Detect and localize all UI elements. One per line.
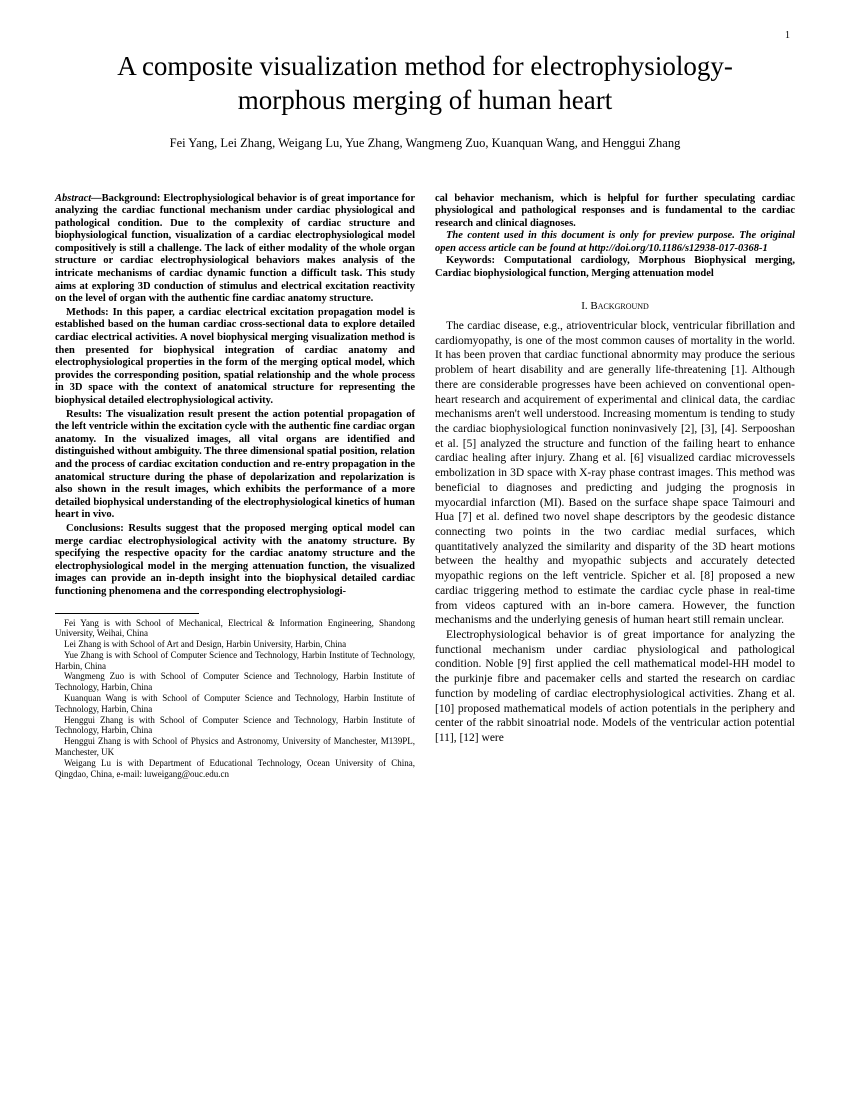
abstract-methods-label: Methods:: [66, 307, 113, 318]
footnote-8: Weigang Lu is with Department of Educati…: [55, 758, 415, 780]
abstract-conclusions: Conclusions: Results suggest that the pr…: [55, 523, 415, 599]
footnote-4: Wangmeng Zuo is with School of Computer …: [55, 671, 415, 693]
section-1-heading: I. Background: [435, 299, 795, 313]
authors-line: Fei Yang, Lei Zhang, Weigang Lu, Yue Zha…: [55, 136, 795, 151]
abstract-methods-text: In this paper, a cardiac electrical exci…: [55, 307, 415, 406]
footnote-5: Kuanquan Wang is with School of Computer…: [55, 693, 415, 715]
keywords: Keywords: Computational cardiology, Morp…: [435, 255, 795, 280]
footnote-2: Lei Zhang is with School of Art and Desi…: [55, 639, 415, 650]
two-column-layout: Abstract—Background: Electrophysiologica…: [55, 193, 795, 780]
footnote-divider: [55, 613, 199, 614]
abstract-results-label: Results:: [66, 409, 106, 420]
page-number: 1: [785, 30, 790, 41]
paper-title: A composite visualization method for ele…: [55, 50, 795, 118]
abstract-label: Abstract—: [55, 193, 102, 204]
preview-note: The content used in this document is onl…: [435, 230, 795, 255]
abstract-conclusions-cont: cal behavior mechanism, which is helpful…: [435, 193, 795, 231]
footnote-3: Yue Zhang is with School of Computer Sci…: [55, 650, 415, 672]
abstract-background: Abstract—Background: Electrophysiologica…: [55, 193, 415, 306]
section-1-para-1: The cardiac disease, e.g., atrioventricu…: [435, 319, 795, 628]
footnote-7: Henggui Zhang is with School of Physics …: [55, 736, 415, 758]
section-1-para-2: Electrophysiological behavior is of grea…: [435, 628, 795, 746]
abstract-conclusions-label: Conclusions:: [66, 523, 128, 534]
abstract-conclusions-text: Results suggest that the proposed mergin…: [55, 523, 415, 597]
footnote-6: Henggui Zhang is with School of Computer…: [55, 715, 415, 737]
abstract-results-text: The visualization result present the act…: [55, 409, 415, 521]
abstract-bg-label: Background:: [102, 193, 164, 204]
left-column: Abstract—Background: Electrophysiologica…: [55, 193, 415, 780]
right-column: cal behavior mechanism, which is helpful…: [435, 193, 795, 780]
abstract-bg-text: Electrophysiological behavior is of grea…: [55, 193, 415, 305]
footnote-1: Fei Yang is with School of Mechanical, E…: [55, 618, 415, 640]
abstract-methods: Methods: In this paper, a cardiac electr…: [55, 307, 415, 408]
abstract-results: Results: The visualization result presen…: [55, 409, 415, 522]
